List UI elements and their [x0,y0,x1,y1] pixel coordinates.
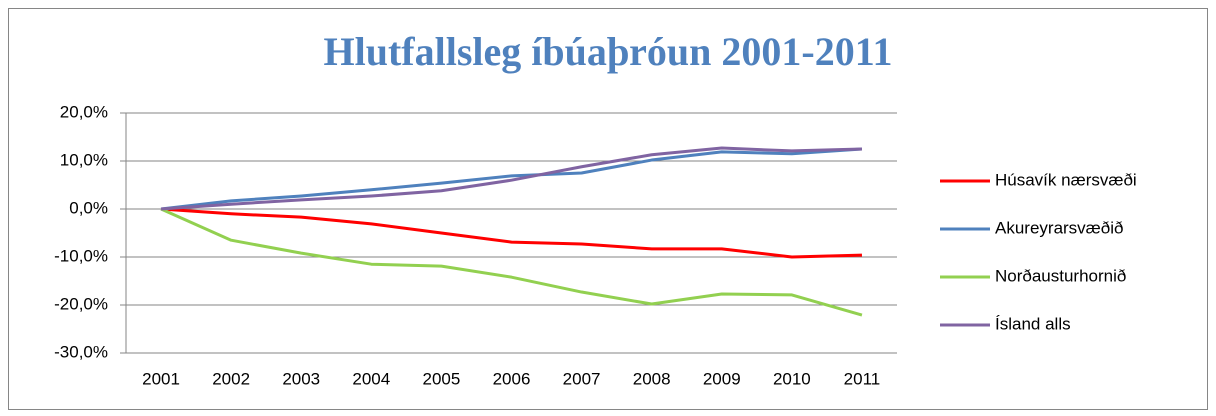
legend-label: Akureyrarsvæðið [995,218,1124,237]
legend-label: Ísland alls [995,314,1071,333]
y-tick-label: 10,0% [60,150,108,169]
x-tick-label: 2007 [563,369,601,388]
x-tick-label: 2005 [422,369,460,388]
series-line [160,147,863,211]
y-tick-label: -30,0% [54,342,108,361]
x-tick-label: 2004 [352,369,390,388]
x-tick-label: 2009 [703,369,741,388]
y-tick-label: 0,0% [69,198,108,217]
x-tick-label: 2008 [633,369,671,388]
x-tick-label: 2002 [212,369,250,388]
x-tick-label: 2003 [282,369,320,388]
y-tick-label: -10,0% [54,246,108,265]
series-line [160,207,863,317]
x-tick-label: 2010 [773,369,811,388]
x-tick-label: 2001 [142,369,180,388]
chart-title: Hlutfallsleg íbúaþróun 2001-2011 [324,29,893,74]
x-tick-label: 2011 [844,369,881,388]
y-tick-label: -20,0% [54,294,108,313]
x-tick-label: 2006 [493,369,531,388]
series-line [160,146,862,211]
legend-label: Norðausturhornið [995,266,1126,285]
y-tick-label: 20,0% [60,102,108,121]
series-line [160,207,862,259]
legend-label: Húsavík nærsvæði [995,170,1137,189]
